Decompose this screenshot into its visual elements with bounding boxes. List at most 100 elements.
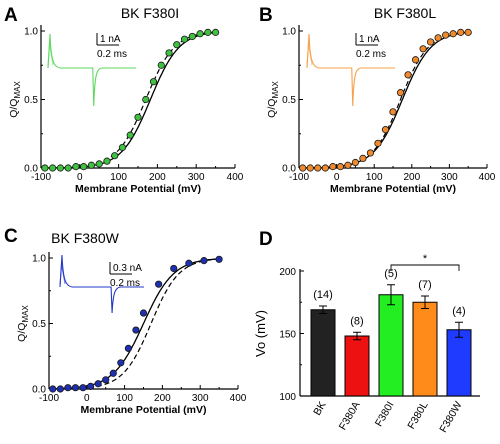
data-point [86,382,95,390]
y-axis-label-sub: MAX [21,305,30,323]
y-tick-label: 0.5 [282,95,296,106]
y-axis-label-sub: MAX [271,81,280,99]
bar [412,301,438,397]
data-point [404,71,412,79]
data-point [419,45,427,53]
data-point [321,164,329,172]
data-point [56,385,64,393]
data-point [49,385,57,393]
y-axis-label-sub: MAX [13,81,22,99]
data-point [79,384,87,392]
data-point [196,30,204,38]
x-tick-label: 0 [77,172,83,183]
significance-marker: * [423,253,428,265]
data-point [124,344,132,352]
panel-c: C BK F380W -100 0 100 200 300 400 0.0 0.5 1.0 Membr… [4,226,247,416]
x-tick-label: 0 [334,172,340,183]
time-scale-label: 0.2 ms [97,49,127,60]
data-point [329,163,337,171]
data-point [41,164,49,172]
data-point [442,31,450,39]
data-point [71,384,80,392]
gating-current-trace-overlay [306,44,313,67]
panel-label: C [4,226,18,247]
x-tick-label: 400 [479,172,496,183]
data-point [64,164,72,172]
bar [378,294,404,397]
current-scale-label: 0.3 nA [113,263,142,274]
data-point [426,38,435,46]
panel-b: B BK F380L -100 0 100 200 300 400 0.0 0.5 1.0 Membr… [259,5,496,195]
x-tick-label: 200 [403,172,420,183]
data-point [132,326,140,334]
data-point [314,164,322,172]
data-point [157,61,165,69]
x-tick-label: -100 [289,172,309,183]
data-point [134,113,142,121]
panel-label: B [259,5,273,26]
data-point [306,164,314,172]
bar [446,329,472,397]
y-tick-label: 200 [279,267,296,278]
data-point [180,35,189,43]
data-point [56,164,65,172]
chart-title: BK F380I [121,5,179,21]
time-scale-label: 0.2 ms [110,278,140,289]
data-point [464,28,472,36]
y-tick-label: 0.5 [32,319,46,330]
gating-current-trace [306,33,395,107]
data-point [139,309,148,317]
sample-size-label: (4) [452,305,465,317]
data-point [87,161,96,169]
data-point [80,163,88,171]
data-point [126,131,134,139]
data-point [299,164,307,172]
y-tick-label: 0.0 [32,385,46,396]
y-tick-label: 1.0 [24,27,38,38]
category-label: F380I [373,400,397,429]
data-point [142,95,150,104]
x-axis-label: Membrane Potential (mV) [330,183,456,195]
data-point [103,157,111,165]
panel-a: A BK F380I -100 0 100 200 300 400 0.0 0.5 1.0 Membr… [4,5,244,195]
x-tick-label: 200 [154,393,171,404]
data-point [102,376,110,384]
y-tick-label: 0.0 [282,164,296,175]
y-tick-label: 1.0 [282,27,296,38]
data-point [411,56,420,64]
y-axis-label: Vo (mV) [253,310,268,357]
data-point [344,161,352,169]
y-axis-label-main: Q/Q [16,323,28,342]
y-tick-label: 0.5 [24,95,38,106]
x-tick-label: 100 [116,393,133,404]
y-tick-label: 1.0 [32,254,46,265]
data-point [64,384,72,392]
data-point [336,163,344,171]
x-tick-label: 300 [188,172,205,183]
gating-current-trace-overlay [47,44,54,67]
sample-size-label: (5) [384,268,397,280]
x-tick-label: -100 [31,172,51,183]
data-point [200,257,208,265]
category-label: BK [311,400,328,418]
chart-title: BK F380L [374,5,436,21]
panel-label: A [4,5,18,26]
x-tick-label: 300 [192,393,209,404]
y-axis-label: Q/QMAX [8,81,22,118]
y-axis-label-main: Q/Q [8,99,20,118]
data-point [215,255,223,263]
data-point [396,89,405,97]
data-point [449,30,457,38]
data-point [170,264,178,273]
data-point [212,28,220,36]
data-point [389,108,397,116]
x-tick-label: 100 [366,172,383,183]
x-tick-label: -100 [39,393,59,404]
data-point [49,164,57,172]
y-axis-label: Q/QMAX [16,305,30,342]
x-axis-label: Membrane Potential (mV) [75,183,201,195]
sample-size-label: (14) [313,289,333,301]
data-point [457,28,465,36]
panel-d: D 100 150 200 Vo (mV) (14) BK (8) F380A (5) F380I (… [253,229,480,435]
